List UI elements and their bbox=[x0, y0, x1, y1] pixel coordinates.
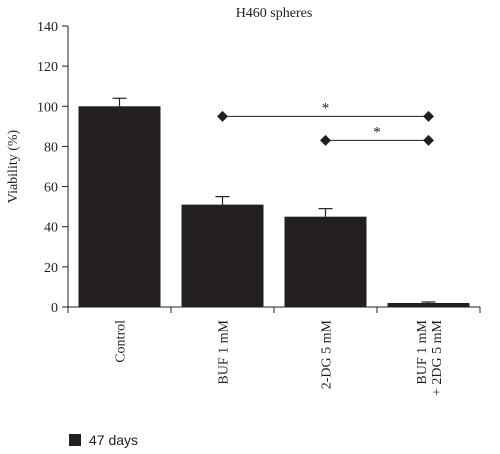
y-tick-label: 140 bbox=[37, 20, 58, 35]
bar bbox=[181, 204, 264, 307]
y-tick-label: 20 bbox=[44, 261, 58, 276]
legend: 47 days bbox=[69, 432, 138, 448]
y-tick-label: 80 bbox=[44, 140, 58, 155]
diamond-marker bbox=[217, 110, 228, 122]
bars-group bbox=[78, 97, 470, 308]
x-tick-label: BUF 1 mM bbox=[217, 319, 232, 384]
x-tick-label: + 2DG 5 mM bbox=[430, 319, 445, 396]
x-tick-label: BUF 1 mM bbox=[415, 319, 430, 384]
x-tick-label: Control bbox=[114, 320, 129, 363]
y-axis: 0 20 40 60 80 100 120 140 bbox=[37, 20, 69, 316]
significance-label: * bbox=[322, 100, 330, 116]
significance-label: * bbox=[373, 124, 381, 140]
y-tick-label: 40 bbox=[44, 221, 58, 236]
y-tick-label: 60 bbox=[44, 181, 58, 196]
diamond-marker bbox=[423, 134, 434, 146]
chart-title: H460 spheres bbox=[236, 6, 313, 21]
diamond-marker bbox=[320, 134, 331, 146]
y-axis-label: Viability (%) bbox=[6, 129, 21, 203]
bar bbox=[78, 106, 161, 308]
legend-label: 47 days bbox=[89, 432, 139, 448]
y-tick-label: 120 bbox=[37, 60, 58, 75]
bar bbox=[284, 216, 367, 307]
y-tick-label: 100 bbox=[37, 100, 58, 115]
significance-annotations: ** bbox=[217, 100, 434, 146]
x-axis: Control BUF 1 mM 2-DG 5 mM BUF 1 mM + 2DG 5 … bbox=[67, 306, 481, 396]
bar bbox=[387, 302, 470, 307]
x-tick-label: 2-DG 5 mM bbox=[320, 319, 335, 389]
y-tick-label: 0 bbox=[51, 301, 58, 316]
diamond-marker bbox=[423, 110, 434, 122]
legend-swatch bbox=[69, 434, 81, 446]
